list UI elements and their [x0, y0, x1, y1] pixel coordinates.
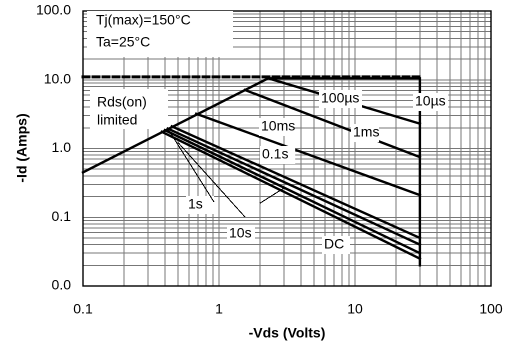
ten-second-leader [177, 142, 246, 218]
annotation-tjmax: Tj(max)=150°C [96, 12, 191, 28]
y-tick-label: 100.0 [36, 2, 71, 18]
x-tick-label: 100 [479, 301, 503, 317]
curve-label-10ms: 10ms [261, 118, 295, 134]
curve-label-1s: 1s [188, 196, 203, 212]
rds-on-limit-line [81, 76, 270, 174]
y-tick-label: 1.0 [52, 139, 72, 155]
y-tick-label: 10.0 [44, 70, 71, 86]
soa-curve-10ms [194, 112, 422, 197]
curve-label-dc: DC [324, 236, 344, 252]
soa-curve-1s [166, 126, 422, 247]
x-tick-label: 1 [215, 301, 223, 317]
ten-second-leader-2 [259, 187, 285, 204]
soa-curve-dc [160, 130, 422, 261]
annotation-ta: Ta=25°C [96, 34, 150, 50]
rds-on-label: Rds(on) [97, 94, 147, 110]
curve-label-100-s-bg [319, 90, 362, 108]
x-tick-label: 0.1 [73, 301, 93, 317]
y-tick-label: 0.1 [52, 208, 72, 224]
curve-label-10s: 10s [229, 225, 252, 241]
x-tick-label: 10 [347, 301, 363, 317]
curve-label-1ms-bg [351, 124, 379, 142]
curve-label-100-s: 100µs [321, 90, 359, 106]
soa-curve-0-1s [170, 124, 422, 240]
y-axis-label: -Id (Amps) [14, 113, 30, 182]
soa-curve-1ms [243, 88, 422, 159]
x-axis-label: -Vds (Volts) [249, 325, 326, 341]
limited-label: limited [97, 112, 137, 128]
y-tick-label: 0.0 [52, 277, 72, 293]
curve-label-1s-bg [186, 196, 214, 214]
curve-label-0-1s-bg [260, 146, 296, 164]
curve-label-10-s-bg [413, 93, 449, 111]
plot-frame [82, 10, 492, 287]
soa-curve-10-s [266, 77, 422, 267]
annotation-box-bg [87, 11, 233, 57]
curve-label-10s-bg [227, 225, 255, 243]
rds-label-bg [90, 89, 168, 129]
curve-label-0-1s: 0.1s [262, 146, 288, 162]
curve-label-10ms-bg [259, 118, 295, 136]
curve-label-1ms: 1ms [353, 124, 379, 140]
one-second-leader [167, 128, 215, 203]
curve-label-dc-bg [322, 236, 350, 254]
soa-curve-10s [163, 128, 422, 255]
curve-label-10-s: 10µs [415, 93, 446, 109]
